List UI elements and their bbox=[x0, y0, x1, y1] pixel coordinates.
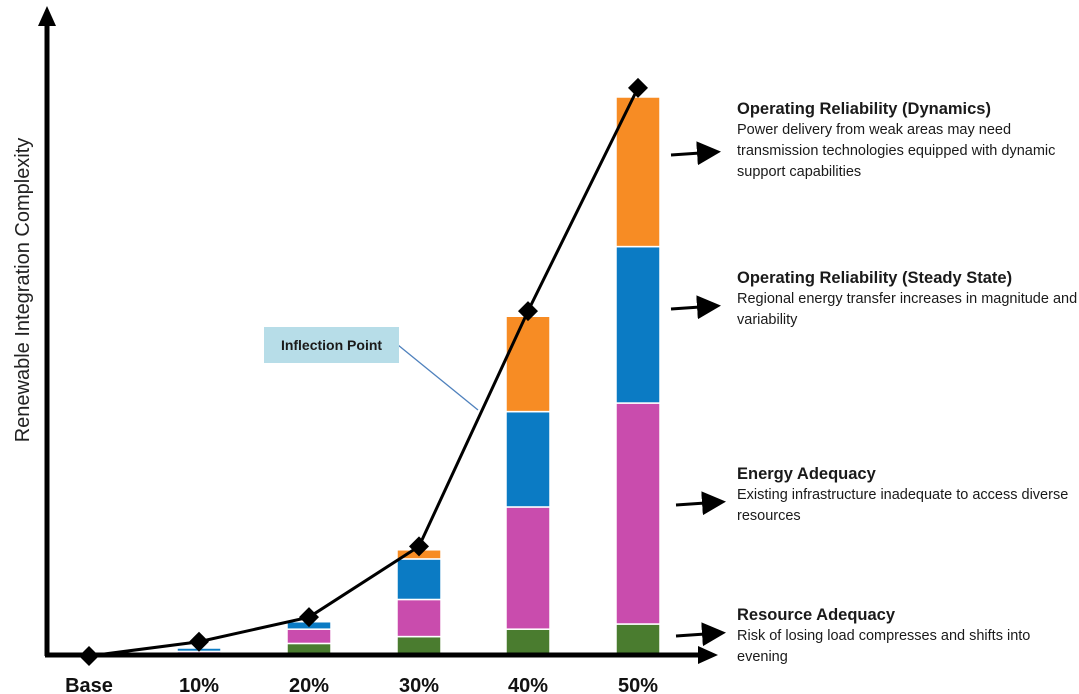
bar-operating-reliability-steady-state-30 bbox=[396, 558, 442, 601]
trend-marker-40 bbox=[518, 301, 538, 322]
callout-leader bbox=[397, 344, 479, 411]
x-tick-label: 20% bbox=[289, 675, 329, 694]
x-axis-arrow bbox=[698, 646, 718, 664]
annotation-body: Existing infrastructure inadequate to ac… bbox=[737, 487, 1069, 524]
inflection-point-callout: Inflection Point bbox=[264, 327, 399, 363]
bar-resource-adequacy-50 bbox=[615, 623, 661, 657]
annotation-title: Operating Reliability (Dynamics) bbox=[737, 100, 991, 118]
bar-operating-reliability-steady-state-50 bbox=[615, 245, 661, 404]
bar-energy-adequacy-50 bbox=[615, 402, 661, 625]
trend-marker-50 bbox=[628, 77, 648, 98]
annotation-body: Risk of losing load compresses and shift… bbox=[737, 628, 1031, 665]
trend-marker-30 bbox=[409, 536, 429, 557]
x-tick-label: 50% bbox=[618, 675, 658, 694]
bar-operating-reliability-steady-state-40 bbox=[505, 410, 551, 508]
x-tick-label: 40% bbox=[508, 675, 548, 694]
annotation-body: Power delivery from weak areas may need … bbox=[737, 122, 1056, 180]
trend-polyline bbox=[88, 87, 640, 658]
annotation-title: Operating Reliability (Steady State) bbox=[737, 269, 1013, 287]
arrow-energy-adequacy bbox=[675, 491, 726, 516]
arrow-dynamics bbox=[670, 141, 721, 166]
trend-marker-20 bbox=[299, 607, 319, 628]
annotation-dynamics: Operating Reliability (Dynamics) Power d… bbox=[737, 99, 1079, 183]
x-tick-label: Base bbox=[65, 675, 113, 694]
x-tick-label: 30% bbox=[399, 675, 439, 694]
trend-marker-base bbox=[79, 646, 99, 666]
y-axis-label: Renewable Integration Complexity bbox=[12, 138, 34, 443]
annotation-title: Resource Adequacy bbox=[737, 606, 896, 624]
x-tick-labels: Base 10% 20% 30% 40% 50% bbox=[65, 675, 658, 694]
annotation-arrows bbox=[670, 141, 726, 647]
annotation-title: Energy Adequacy bbox=[737, 465, 876, 483]
annotation-body: Regional energy transfer increases in ma… bbox=[737, 291, 1078, 328]
bar-operating-reliability-dynamics-40 bbox=[505, 315, 551, 413]
annotation-steady-state: Operating Reliability (Steady State) Reg… bbox=[737, 268, 1079, 331]
bar-resource-adequacy-40 bbox=[505, 628, 551, 657]
y-axis-arrow bbox=[38, 6, 56, 26]
x-tick-label: 10% bbox=[179, 675, 219, 694]
bar-energy-adequacy-40 bbox=[505, 506, 551, 630]
annotation-energy-adequacy: Energy Adequacy Existing infrastructure … bbox=[737, 464, 1079, 527]
axes bbox=[38, 6, 718, 664]
bar-energy-adequacy-20 bbox=[286, 628, 332, 645]
arrow-resource-adequacy bbox=[675, 622, 726, 647]
bar-energy-adequacy-30 bbox=[396, 598, 442, 638]
arrow-steady-state bbox=[670, 295, 721, 320]
trend-marker-10 bbox=[189, 631, 209, 652]
trend-line bbox=[79, 77, 648, 666]
annotation-resource-adequacy: Resource Adequacy Risk of losing load co… bbox=[737, 605, 1079, 668]
stacked-bars bbox=[176, 96, 661, 657]
